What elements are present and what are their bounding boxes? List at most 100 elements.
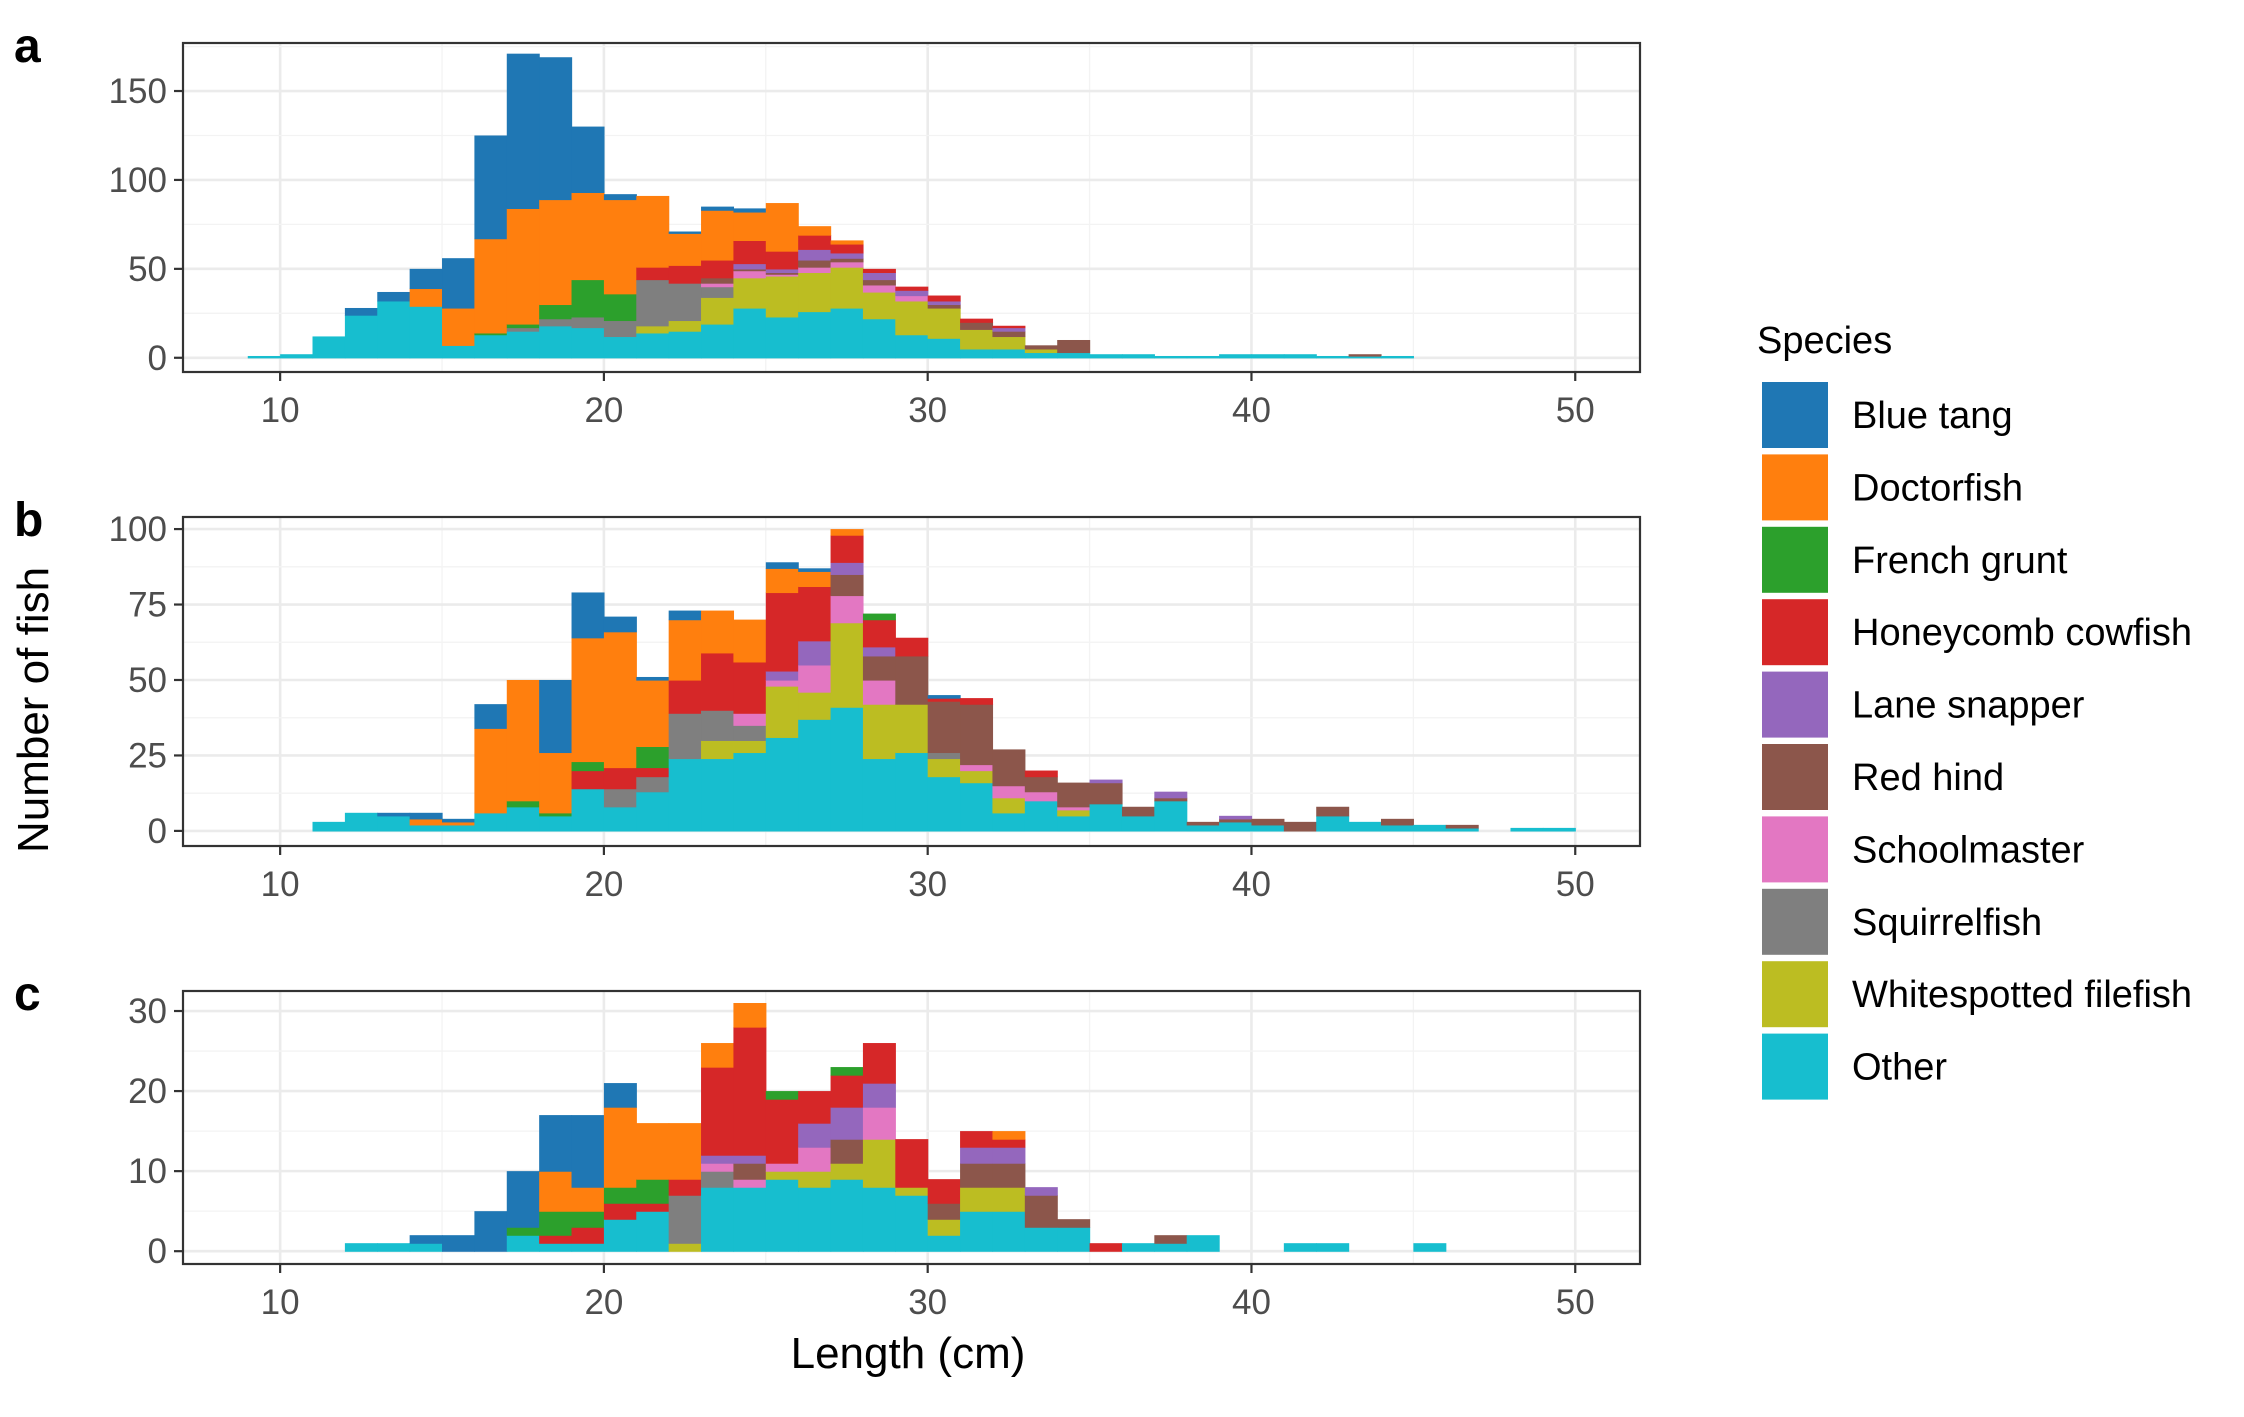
bar-segment-honeycomb-cowfish <box>927 698 961 702</box>
bar-segment-other <box>377 1243 411 1252</box>
bar-segment-blue-tang <box>442 818 475 823</box>
bar-segment-other <box>280 354 314 359</box>
bar-segment-whitespotted-filefish <box>668 320 702 332</box>
bar-segment-other <box>1316 1243 1350 1252</box>
bar-segment-other <box>636 791 670 832</box>
bar-segment-french-grunt <box>571 1211 605 1228</box>
bar-segment-honeycomb-cowfish <box>992 325 1026 329</box>
legend-item-schoolmaster: Schoolmaster <box>1762 816 2085 883</box>
bar-segment-other <box>377 815 411 832</box>
y-tick-label: 30 <box>128 992 167 1031</box>
bar-segment-squirrelfish <box>539 318 573 327</box>
bar-segment-honeycomb-cowfish <box>1089 1243 1123 1252</box>
bar-segment-other <box>701 1187 735 1252</box>
bar-segment-blue-tang <box>539 1115 573 1172</box>
bar-segment-red-hind <box>1154 797 1188 802</box>
bar-segment-other <box>1219 354 1253 359</box>
bar-segment-blue-tang <box>409 812 443 820</box>
x-tick-label: 10 <box>261 391 300 430</box>
legend-label: Whitespotted filefish <box>1852 974 2192 1016</box>
bar-segment-honeycomb-cowfish <box>636 267 670 281</box>
legend-swatch <box>1762 888 1828 955</box>
bar-segment-other <box>1154 355 1188 359</box>
bar-segment-blue-tang <box>603 194 637 201</box>
bar-segment-whitespotted-filefish <box>960 770 994 784</box>
bar-segment-french-grunt <box>862 613 896 621</box>
bar-segment-other <box>442 345 475 359</box>
bar-segment-schoolmaster <box>830 595 864 624</box>
bar-segment-blue-tang <box>668 610 702 621</box>
x-tick-label: 30 <box>908 391 947 430</box>
bar-segment-doctorfish <box>701 210 735 261</box>
bar-segment-doctorfish <box>603 631 637 769</box>
bar-segment-whitespotted-filefish <box>1057 809 1091 817</box>
bar-segment-lane-snapper <box>701 1155 735 1164</box>
bar-segment-red-hind <box>733 1163 767 1180</box>
bar-segment-whitespotted-filefish <box>798 1171 832 1188</box>
bar-segment-other <box>1024 1227 1058 1252</box>
bar-segment-honeycomb-cowfish <box>701 259 735 279</box>
bar-segment-other <box>1089 803 1123 832</box>
y-tick-label: 20 <box>128 1072 167 1111</box>
legend-swatch <box>1762 816 1828 883</box>
bar-segment-squirrelfish <box>571 316 605 329</box>
legend-item-blue-tang: Blue tang <box>1762 382 2013 448</box>
bar-segment-french-grunt <box>474 332 508 336</box>
legend-label: Lane snapper <box>1852 685 2085 727</box>
bar-segment-honeycomb-cowfish <box>668 265 702 284</box>
bar-segment-squirrelfish <box>636 776 670 793</box>
bar-segment-doctorfish <box>701 610 735 654</box>
bar-segment-squirrelfish <box>733 725 767 741</box>
bar-segment-other <box>798 311 832 359</box>
bar-segment-other <box>1024 352 1058 359</box>
bar-segment-other <box>1219 821 1253 832</box>
bar-segment-other <box>1024 800 1058 832</box>
bar-segment-lane-snapper <box>830 562 864 575</box>
bar-segment-honeycomb-cowfish <box>603 1203 637 1220</box>
bar-segment-red-hind <box>1121 806 1155 817</box>
bar-segment-other <box>1413 824 1447 832</box>
legend: Species Blue tang Doctorfish French grunt H… <box>1757 320 2192 1100</box>
bar-segment-other <box>506 806 540 832</box>
bar-segment-other <box>1186 824 1220 832</box>
panel-label: c <box>14 968 41 1021</box>
bar-segment-other <box>765 1179 799 1252</box>
bar-segment-honeycomb-cowfish <box>895 286 929 291</box>
bar-segment-red-hind <box>1186 821 1220 826</box>
bar-segment-red-hind <box>960 322 994 330</box>
bar-segment-blue-tang <box>798 568 832 572</box>
bar-segment-whitespotted-filefish <box>765 686 799 738</box>
bar-segment-whitespotted-filefish <box>862 704 896 760</box>
bar-segment-whitespotted-filefish <box>1024 348 1058 354</box>
bar-segment-doctorfish <box>733 211 767 241</box>
bar-segment-whitespotted-filefish <box>960 329 994 350</box>
bar-segment-honeycomb-cowfish <box>733 1027 767 1156</box>
bar-segment-red-hind <box>1316 806 1350 817</box>
bar-segment-other <box>733 307 767 359</box>
bar-segment-blue-tang <box>377 291 411 302</box>
legend-swatch <box>1762 671 1828 738</box>
bar-segment-other <box>895 752 929 832</box>
y-tick-label: 100 <box>109 161 167 200</box>
x-tick-label: 30 <box>908 1283 947 1322</box>
bar-segment-other <box>668 758 702 832</box>
bar-segment-red-hind <box>1057 339 1091 354</box>
bar-segment-other <box>1283 1243 1317 1252</box>
bar-segment-lane-snapper <box>960 1147 994 1164</box>
bar-segment-blue-tang <box>636 676 670 681</box>
bar-segment-squirrelfish <box>668 283 702 322</box>
bar-segment-other <box>1121 815 1155 832</box>
bar-segment-other <box>539 1243 573 1252</box>
bar-segment-lane-snapper <box>1024 1187 1058 1196</box>
x-tick-label: 20 <box>584 391 623 430</box>
bar-segment-red-hind <box>895 655 929 705</box>
legend-item-red-hind: Red hind <box>1762 744 2004 810</box>
bar-segment-honeycomb-cowfish <box>539 1235 573 1244</box>
bar-segment-whitespotted-filefish <box>862 1139 896 1188</box>
bar-segment-lane-snapper <box>830 1107 864 1140</box>
bar-segment-doctorfish <box>571 1187 605 1212</box>
bar-segment-red-hind <box>701 277 735 284</box>
bar-segment-lane-snapper <box>992 327 1026 332</box>
x-tick-label: 40 <box>1232 865 1271 904</box>
bar-segment-honeycomb-cowfish <box>603 767 637 790</box>
